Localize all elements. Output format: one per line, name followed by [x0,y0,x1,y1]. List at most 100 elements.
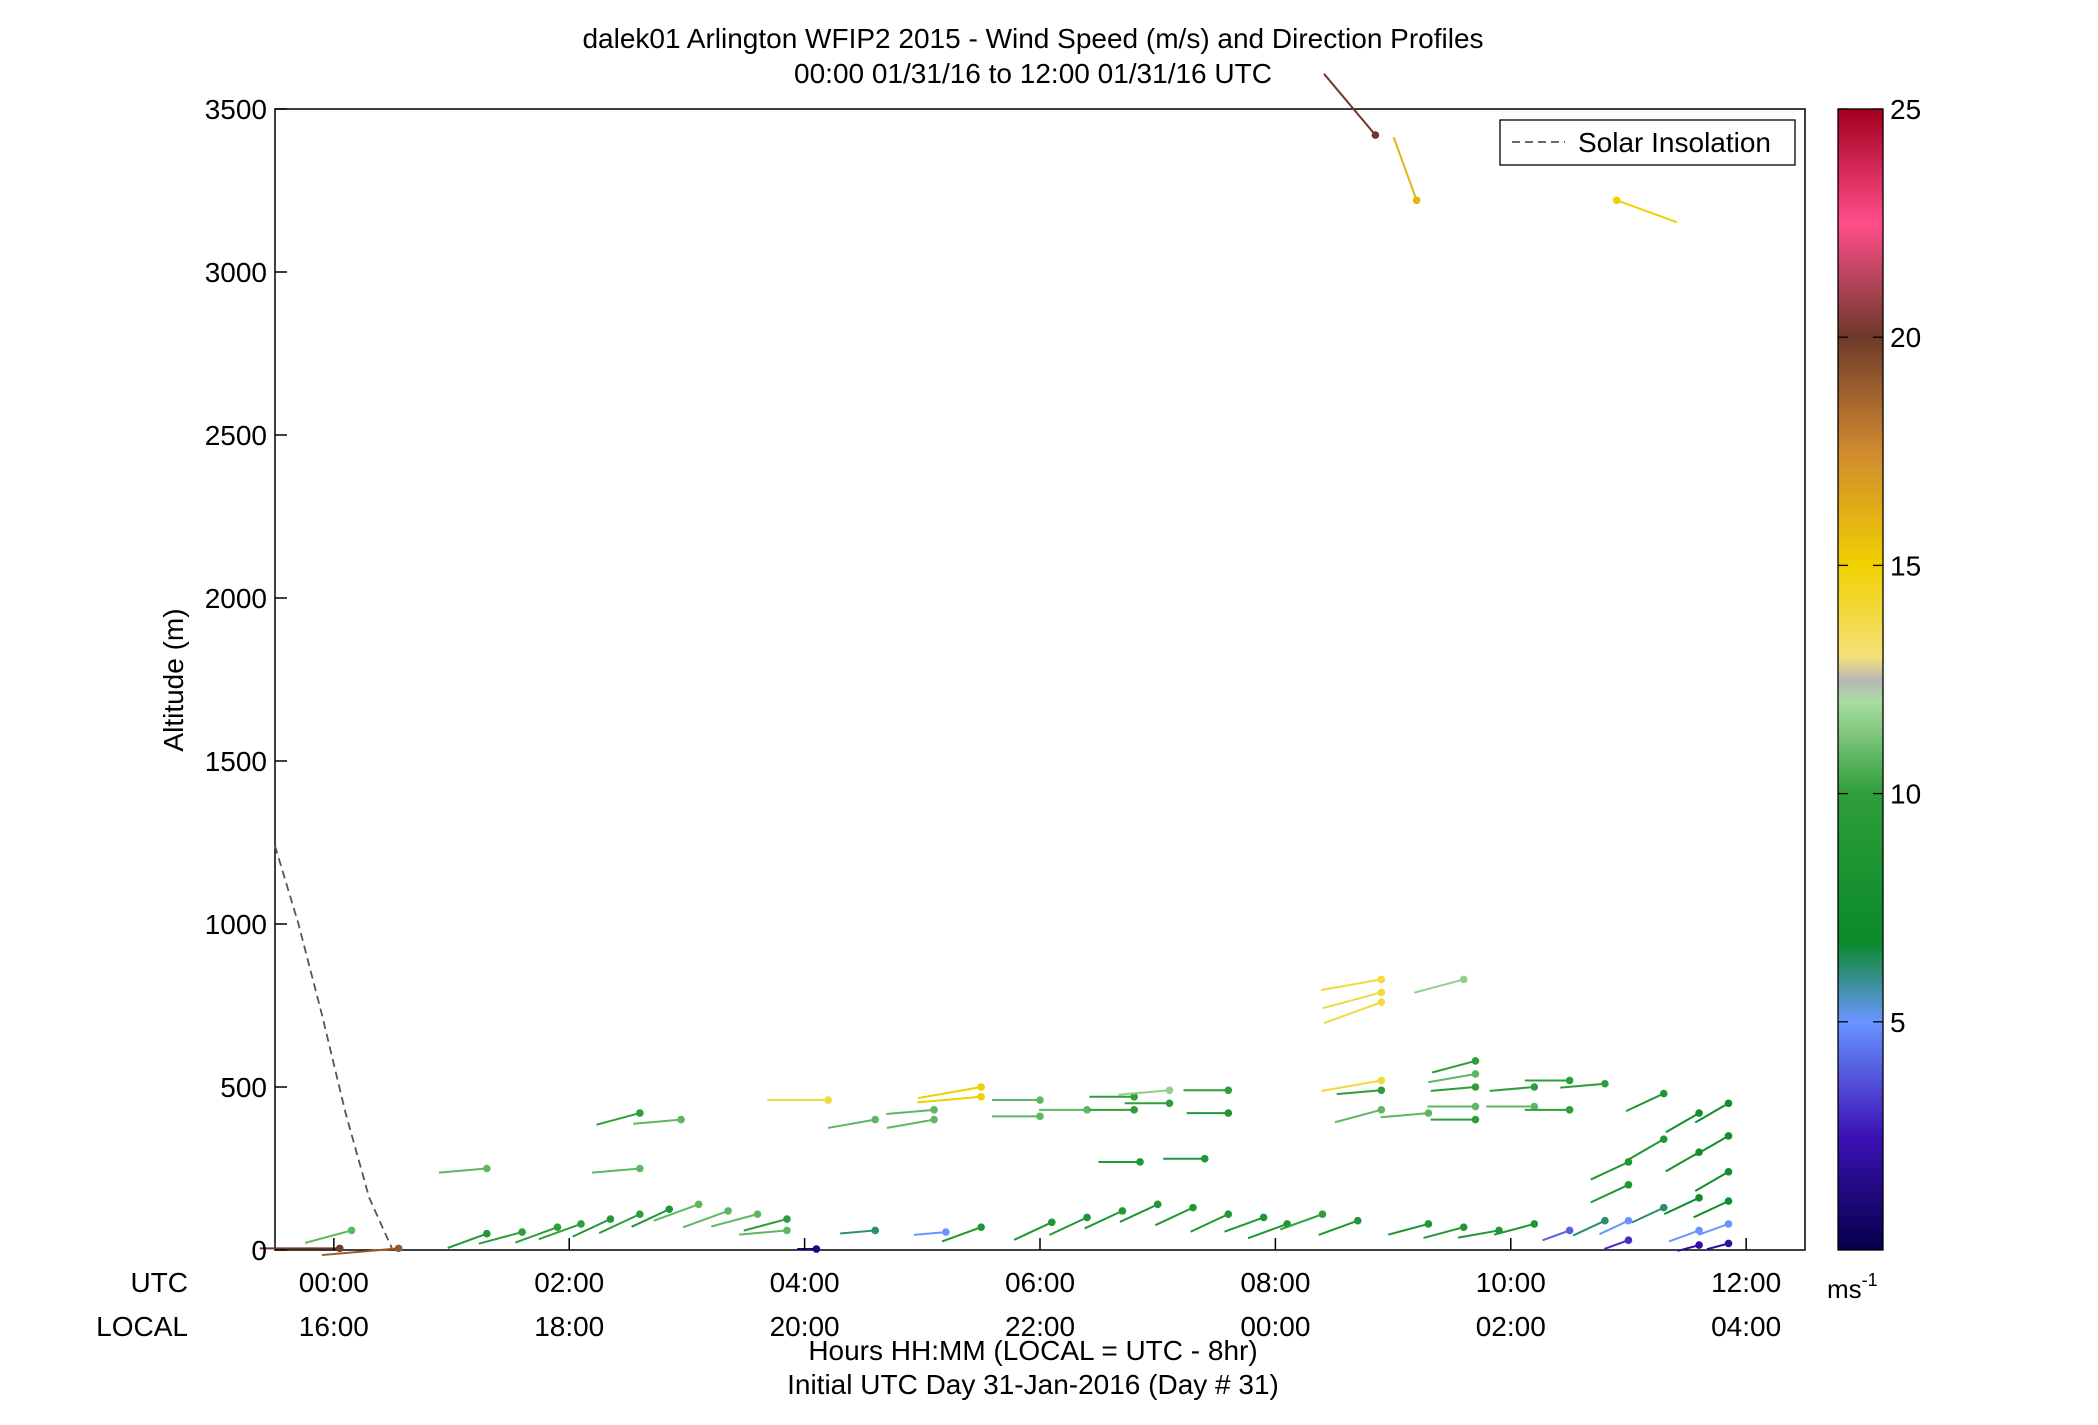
wind-barb-shaft [598,1213,641,1234]
wind-barb-dot [871,1115,880,1124]
wind-barb-shaft [1321,978,1382,991]
wind-barb-dot [783,1226,791,1235]
colorbar-tick-label: 5 [1890,1007,1906,1038]
wind-barb-dot [1189,1203,1197,1212]
wind-barb-dot [1724,1220,1733,1228]
wind-barb-dot [1659,1135,1668,1143]
wind-barb-dot [1724,1197,1733,1205]
wind-barb-dot [677,1115,685,1124]
wind-barb-dot [1224,1086,1233,1095]
wind-barb-shaft [1665,1112,1700,1134]
x-tick-label-utc: 06:00 [1005,1267,1075,1298]
wind-barb-shaft [1321,1079,1382,1093]
wind-barb-dot [1371,131,1380,139]
colorbar-unit-exponent: -1 [1862,1270,1878,1290]
wind-barb-dot [636,1164,644,1173]
wind-barb-shaft [321,1247,399,1257]
wind-barb-shaft [1665,1151,1700,1173]
wind-barb-shaft [917,1086,982,1100]
wind-barb-dot [930,1106,938,1114]
wind-barb-dot [518,1228,526,1236]
wind-barb-shaft [1323,1001,1382,1024]
wind-barb-dot [1624,1236,1633,1245]
wind-barb-dot [1118,1207,1127,1215]
wind-barb-dot [1565,1076,1574,1085]
wind-barb-shaft [1224,1216,1264,1233]
x-tick-label-utc: 08:00 [1240,1267,1310,1298]
wind-barb-shaft [1590,1161,1629,1181]
wind-barb-shaft [682,1209,729,1229]
wind-barb-shaft [515,1226,558,1244]
x-axis: 00:00 16:00 02:00 18:00 04:00 20:00 06:00 22:00… [299,1238,1781,1342]
wind-barb-shaft [886,1108,935,1115]
wind-barb-dot [1724,1099,1733,1108]
wind-barb-dot [724,1207,732,1215]
wind-barb-dot [1565,1106,1574,1114]
wind-barb-shaft [1694,1102,1729,1124]
wind-barb-shaft [1542,1229,1570,1242]
wind-barb-dot [1377,1076,1386,1085]
wind-barb-dot [1624,1216,1633,1225]
wind-barb-shaft [710,1213,758,1228]
wind-barb-dot [606,1215,615,1223]
colorbar-tick-label: 15 [1890,550,1921,581]
wind-barb-shaft [478,1231,523,1245]
wind-barb-dot [1724,1167,1733,1176]
chart-title: dalek01 Arlington WFIP2 2015 - Wind Spee… [582,23,1483,54]
colorbar-tick-label: 10 [1890,779,1921,810]
wind-barb-dot [1083,1213,1091,1222]
wind-barb-shaft [1048,1216,1088,1236]
wind-barb-shaft [1457,1229,1500,1239]
wind-barb-dot [1695,1109,1703,1117]
wind-barb-shaft [1119,1203,1159,1223]
wind-barb-shaft [653,1203,700,1222]
wind-barb-dot [1471,1115,1480,1124]
wind-barb-dot [1424,1220,1433,1228]
x-tick-label-local: 02:00 [1476,1311,1546,1342]
wind-barb-shaft [1334,1108,1382,1124]
wind-barb-dot [1724,1132,1733,1140]
y-tick-label: 2000 [205,583,267,614]
wind-barb-dot [1377,1086,1386,1095]
wind-barb-dot [1153,1200,1162,1209]
wind-barb-dot [1224,1109,1233,1117]
wind-barb-shaft [1489,1086,1535,1092]
wind-barb-shaft [917,1095,982,1104]
wind-barb-shaft [1698,1222,1729,1236]
wind-barb-dot [665,1205,674,1214]
x-tick-label-local: 16:00 [299,1311,369,1342]
x-tick-label-local: 22:00 [1005,1311,1075,1342]
wind-barb-dot [1165,1099,1174,1108]
plot-content [259,73,1733,1257]
x-axis-sublabel: Initial UTC Day 31-Jan-2016 (Day # 31) [787,1369,1279,1400]
wind-barb-dot [977,1083,985,1091]
wind-barb-shaft [1392,136,1418,201]
wind-barb-dot [1695,1226,1703,1235]
wind-barb-dot [1083,1106,1091,1114]
y-tick-label: 1500 [205,746,267,777]
wind-barb-shaft [1616,199,1678,224]
wind-barb-shaft [739,1229,788,1236]
wind-barb-shaft [886,1118,935,1129]
x-tick-label-local: 18:00 [534,1311,604,1342]
wind-barb-dot [1165,1086,1174,1095]
x-tick-label-utc: 00:00 [299,1267,369,1298]
wind-barb-shaft [1431,1059,1476,1074]
wind-barb-dot [1412,196,1421,205]
wind-barb-shaft [743,1218,788,1232]
wind-barb-shaft [1013,1221,1053,1241]
wind-barb-shaft [1118,1089,1170,1096]
wind-barb-dot [1377,975,1386,984]
wind-barb-dot [1459,1223,1468,1231]
colorbar-gradient [1837,108,1884,1251]
colorbar-ticks: 5 10 15 20 25 [1838,94,1921,1038]
x-tick-label-utc: 04:00 [770,1267,840,1298]
wind-barb-dot [483,1229,491,1238]
wind-barb-dot [824,1096,832,1104]
wind-barb-dot [1471,1070,1480,1078]
y-tick-label: 3500 [205,94,267,125]
y-axis: 0 500 1000 1500 2000 2500 3000 3500 [205,94,287,1266]
wind-barb-dot [1259,1213,1268,1222]
wind-barb-shaft [438,1167,487,1174]
wind-barb-shaft [1428,1072,1476,1084]
